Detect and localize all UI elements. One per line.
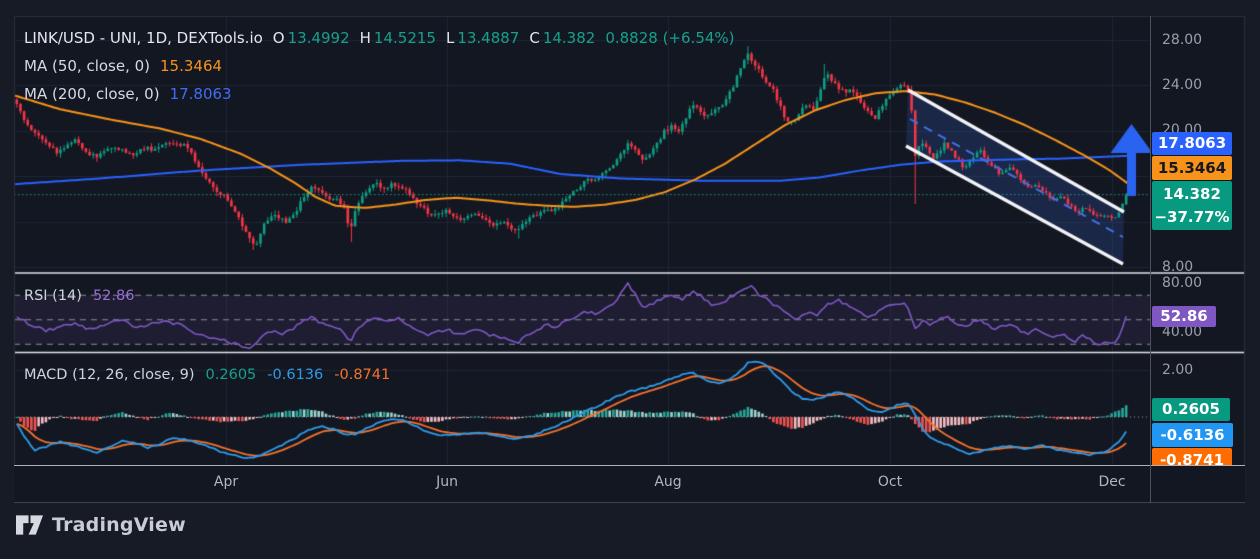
tradingview-logo-icon (16, 515, 43, 535)
price-axis-tick: 80.00 (1162, 275, 1203, 291)
price-axis-tick: 24.00 (1162, 77, 1203, 93)
time-axis-label: Jun (436, 474, 458, 490)
price-axis-tick: 2.00 (1162, 362, 1194, 378)
time-axis-label: Oct (877, 474, 903, 490)
ma200-price-badge: 17.8063 (1152, 132, 1232, 155)
time-axis-label: Dec (1098, 474, 1126, 490)
macd-line-badge: -0.6136 (1152, 423, 1233, 447)
ma50-price-badge: 15.3464 (1152, 156, 1232, 180)
price-axis-tick: 28.00 (1162, 32, 1203, 48)
tradingview-logo[interactable]: TradingView (16, 513, 186, 537)
price-axis-tick: 40.00 (1162, 324, 1203, 340)
time-axis-label: Apr (213, 474, 239, 490)
macd-hist-badge: 0.2605 (1152, 398, 1230, 421)
last-price-badge: 14.382 −37.77% (1152, 181, 1232, 230)
price-axis-tick: 8.00 (1162, 259, 1194, 275)
price-axis-separator (1150, 16, 1151, 503)
time-axis-label: Aug (654, 474, 682, 490)
time-axis[interactable]: Apr Jun Aug Oct Dec (14, 465, 1245, 503)
rsi-value-badge: 52.86 (1152, 306, 1216, 327)
branding-text: TradingView (52, 514, 186, 536)
